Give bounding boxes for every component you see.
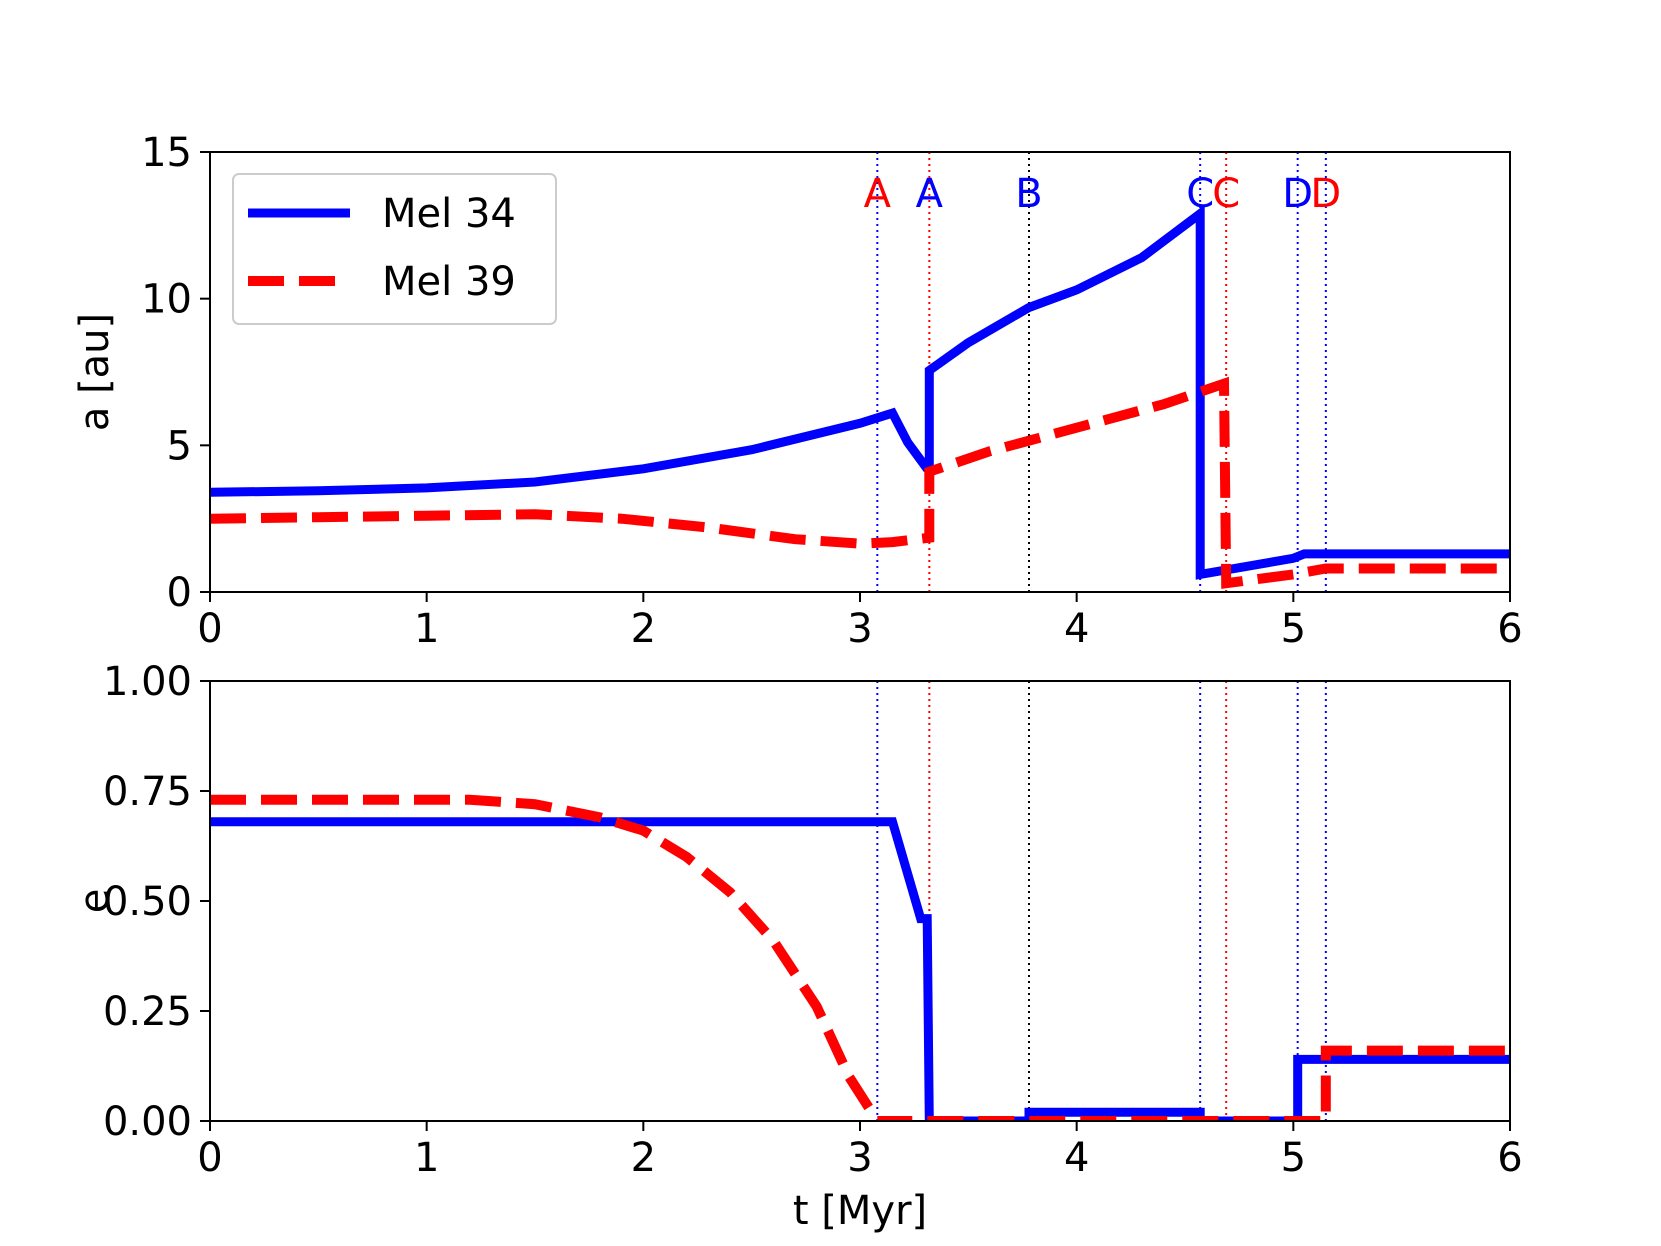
series-line-mel-39 bbox=[210, 376, 1510, 589]
event-label: B bbox=[1015, 171, 1042, 217]
legend-label: Mel 39 bbox=[382, 259, 516, 305]
series-line-mel-34 bbox=[210, 204, 1510, 580]
series-line-mel-34 bbox=[210, 817, 1510, 1121]
x-tick-label: 3 bbox=[847, 606, 872, 652]
event-label: D bbox=[1282, 171, 1313, 217]
y-tick-label: 0 bbox=[167, 570, 192, 616]
y-tick-label: 5 bbox=[167, 423, 192, 469]
event-label: D bbox=[1310, 171, 1341, 217]
y-tick-label: 1.00 bbox=[103, 659, 192, 705]
x-tick-label: 2 bbox=[631, 606, 656, 652]
y-tick-label: 0.50 bbox=[103, 879, 192, 925]
x-tick-label: 5 bbox=[1281, 1135, 1306, 1181]
event-label: A bbox=[916, 171, 944, 217]
bottom-panel-e: 0 1 2 3 4 5 6 0.00 0.25 0.50 0.75 1.00 e t [Myr] bbox=[72, 659, 1523, 1234]
x-tick-label: 4 bbox=[1064, 606, 1089, 652]
series-group bbox=[210, 794, 1510, 1121]
x-tick-label: 1 bbox=[414, 606, 439, 652]
y-axis-label: e bbox=[72, 889, 118, 914]
x-tick-label: 0 bbox=[197, 1135, 222, 1181]
series-line-mel-39 bbox=[210, 794, 1510, 1121]
event-label: A bbox=[864, 171, 892, 217]
x-tick-label: 2 bbox=[631, 1135, 656, 1181]
x-tick-label: 6 bbox=[1497, 606, 1522, 652]
x-tick-label: 1 bbox=[414, 1135, 439, 1181]
x-axis-label: t [Myr] bbox=[793, 1188, 927, 1234]
y-tick-label: 10 bbox=[141, 277, 192, 323]
y-tick-label: 0.25 bbox=[103, 989, 192, 1035]
y-tick-label: 0.00 bbox=[103, 1099, 192, 1145]
y-tick-label: 15 bbox=[141, 130, 192, 176]
x-tick-label: 4 bbox=[1064, 1135, 1089, 1181]
x-tick-label: 6 bbox=[1497, 1135, 1522, 1181]
x-tick-label: 5 bbox=[1281, 606, 1306, 652]
legend-label: Mel 34 bbox=[382, 191, 516, 237]
event-label: C bbox=[1212, 171, 1240, 217]
series-group bbox=[210, 204, 1510, 589]
legend: Mel 34 Mel 39 bbox=[232, 173, 557, 325]
x-tick-label: 3 bbox=[847, 1135, 872, 1181]
y-tick-label: 0.75 bbox=[103, 769, 192, 815]
x-tick-label: 0 bbox=[197, 606, 222, 652]
y-axis-label: a [au] bbox=[72, 313, 118, 431]
